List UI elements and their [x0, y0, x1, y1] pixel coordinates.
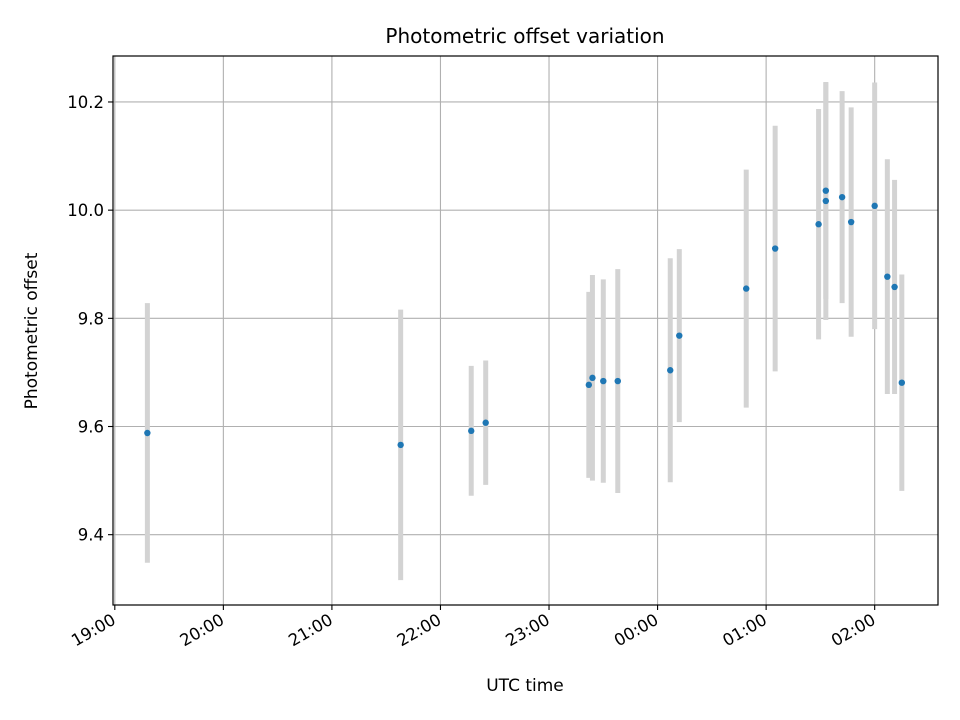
data-point [838, 193, 846, 201]
data-point [847, 218, 855, 226]
data-point [667, 367, 674, 374]
data-point [144, 429, 151, 437]
data-point [822, 197, 830, 205]
data-point [891, 283, 898, 291]
y-axis-label: Photometric offset [22, 252, 42, 409]
data-point [676, 332, 683, 339]
data-point [614, 377, 621, 385]
data-point [871, 202, 878, 210]
plot-frame [112, 55, 939, 606]
x-axis-label: UTC time [486, 676, 564, 696]
y-tick-label: 10.0 [67, 201, 104, 220]
y-tick-label: 10.2 [67, 93, 104, 112]
data-point [397, 441, 404, 449]
data-points [144, 187, 906, 449]
data-point [600, 377, 607, 385]
y-tick-label: 9.4 [78, 526, 104, 545]
data-point [468, 427, 475, 435]
data-point [771, 245, 779, 252]
data-point [822, 187, 830, 194]
data-point [884, 273, 891, 280]
y-tick-label: 9.6 [78, 418, 104, 437]
data-point [585, 381, 593, 389]
y-axis-ticks: 9.4 9.6 9.8 10.0 10.2 [67, 93, 113, 545]
data-point [743, 285, 750, 292]
data-point [589, 374, 596, 382]
y-tick-label: 9.8 [78, 309, 104, 328]
data-point [482, 419, 489, 426]
grid [113, 56, 938, 605]
chart-title: Photometric offset variation [385, 24, 664, 48]
data-point [815, 221, 822, 228]
data-point [898, 379, 906, 386]
